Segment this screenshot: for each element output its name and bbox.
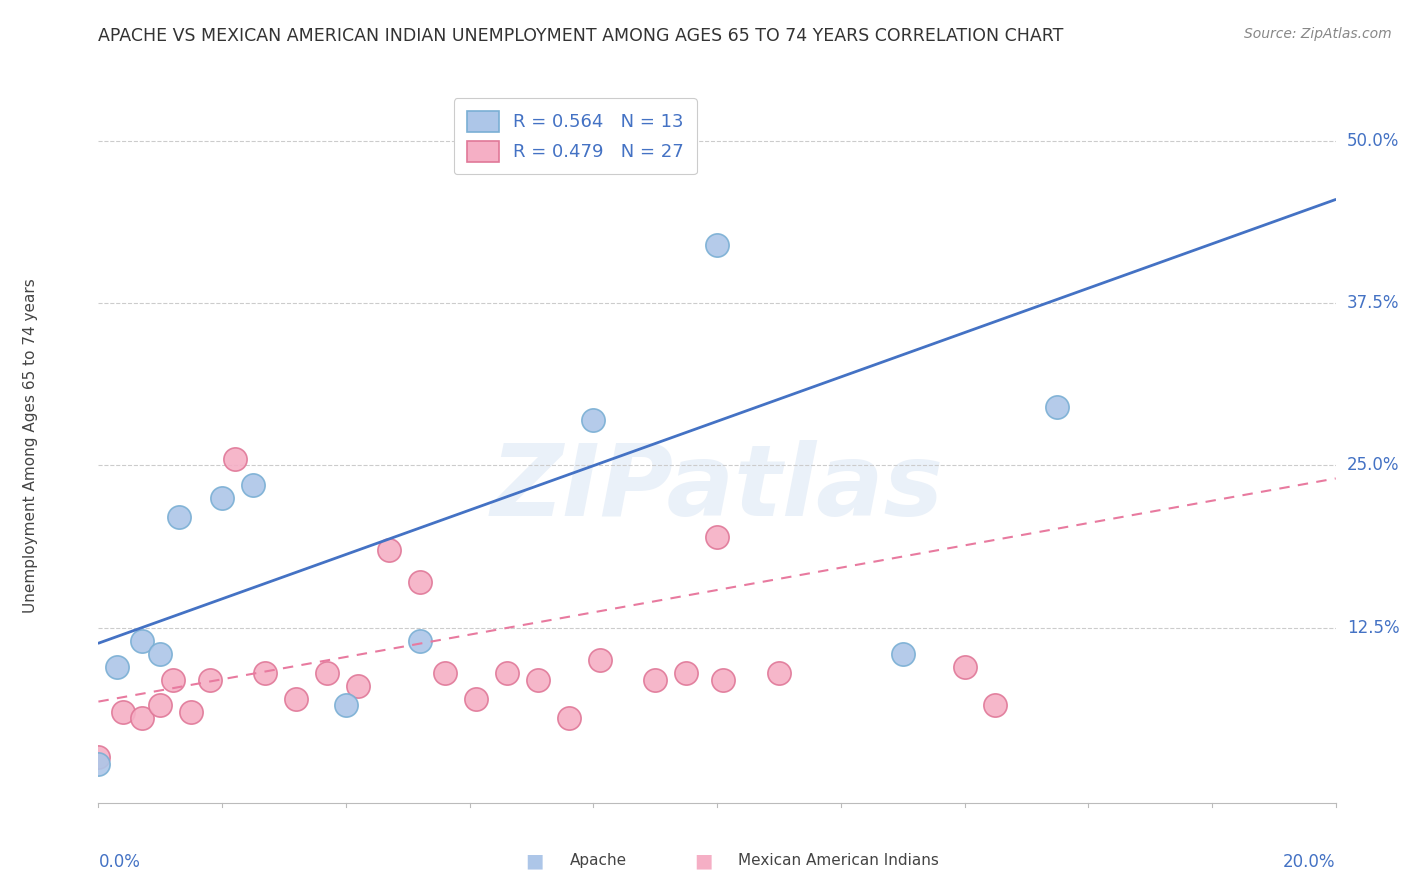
Text: Mexican American Indians: Mexican American Indians (738, 854, 939, 868)
Point (162, 673, 184, 687)
Point (131, 633, 153, 648)
Point (347, 679, 370, 693)
Point (706, 530, 728, 544)
Point (891, 647, 914, 661)
Point (582, 413, 605, 427)
Point (984, 698, 1007, 713)
Point (211, 491, 233, 505)
Text: Unemployment Among Ages 65 to 74 years: Unemployment Among Ages 65 to 74 years (22, 278, 38, 614)
Text: ZIPatlas: ZIPatlas (491, 441, 943, 537)
Point (464, 692, 486, 706)
Point (557, 711, 579, 725)
Point (254, 666, 277, 681)
Text: Apache: Apache (569, 854, 627, 868)
Point (588, 653, 610, 667)
Point (149, 647, 172, 661)
Text: ■: ■ (524, 851, 544, 871)
Point (953, 659, 976, 673)
Point (87, 750, 110, 764)
Text: 50.0%: 50.0% (1347, 132, 1399, 150)
Point (409, 575, 432, 590)
Point (285, 692, 308, 706)
Text: 25.0%: 25.0% (1347, 457, 1399, 475)
Legend: R = 0.564   N = 13, R = 0.479   N = 27: R = 0.564 N = 13, R = 0.479 N = 27 (454, 98, 697, 174)
Point (675, 666, 697, 681)
Point (198, 673, 221, 687)
Point (180, 705, 202, 719)
Text: ■: ■ (693, 851, 713, 871)
Point (711, 673, 734, 687)
Text: 20.0%: 20.0% (1284, 853, 1336, 871)
Point (149, 698, 172, 713)
Text: 0.0%: 0.0% (98, 853, 141, 871)
Point (644, 673, 666, 687)
Point (242, 478, 264, 492)
Point (409, 633, 432, 648)
Point (495, 666, 517, 681)
Text: 37.5%: 37.5% (1347, 294, 1399, 312)
Point (1046, 400, 1069, 414)
Point (378, 542, 401, 557)
Point (224, 452, 246, 467)
Point (335, 698, 357, 713)
Point (131, 711, 153, 725)
Point (526, 673, 548, 687)
Text: APACHE VS MEXICAN AMERICAN INDIAN UNEMPLOYMENT AMONG AGES 65 TO 74 YEARS CORRELA: APACHE VS MEXICAN AMERICAN INDIAN UNEMPL… (98, 27, 1064, 45)
Point (167, 510, 190, 524)
Point (316, 666, 339, 681)
Point (433, 666, 456, 681)
Point (105, 659, 128, 673)
Point (706, 238, 728, 252)
Point (768, 666, 790, 681)
Text: Source: ZipAtlas.com: Source: ZipAtlas.com (1244, 27, 1392, 41)
Point (112, 705, 135, 719)
Text: 12.5%: 12.5% (1347, 619, 1399, 637)
Point (87, 756, 110, 771)
